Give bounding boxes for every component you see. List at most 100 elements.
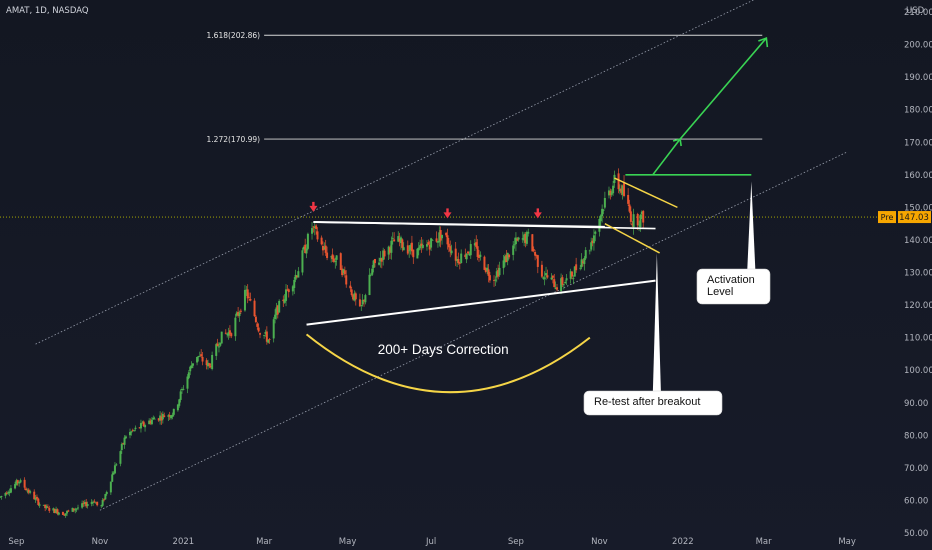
candle-body xyxy=(112,472,115,475)
candle-body xyxy=(486,267,489,271)
candle-body xyxy=(508,254,511,258)
retest-callout-pointer xyxy=(652,252,661,391)
correction-arc xyxy=(305,333,591,394)
channel-lower-line xyxy=(99,151,848,511)
candle-body xyxy=(505,255,508,263)
candle-body xyxy=(0,496,1,498)
candle-body xyxy=(220,331,223,344)
candle-body xyxy=(141,422,144,424)
candle-body xyxy=(123,437,126,445)
candle-body xyxy=(23,479,26,488)
candle-body xyxy=(545,273,548,276)
projection-arrow-1 xyxy=(652,138,681,176)
y-tick-label: 90.00 xyxy=(904,399,928,409)
candle-body xyxy=(200,354,203,357)
candle-body xyxy=(420,243,423,246)
retest-callout-text: Re-test after breakout xyxy=(594,396,700,408)
resistance-line-ext xyxy=(313,221,656,230)
candle-body xyxy=(592,235,595,244)
candle-body xyxy=(369,274,372,276)
x-tick-label: Jul xyxy=(425,537,436,547)
candle-body xyxy=(103,499,106,501)
candle-body xyxy=(569,271,572,279)
sell-marker-stem xyxy=(536,208,540,214)
candle-body xyxy=(291,286,294,292)
candle-body xyxy=(304,244,307,254)
candle-body xyxy=(63,514,66,516)
candle-body xyxy=(45,506,48,509)
candle-body xyxy=(599,215,602,222)
candle-body xyxy=(364,295,367,303)
candle-body xyxy=(354,293,357,300)
candle-body xyxy=(598,218,601,232)
candle-body xyxy=(475,242,478,247)
candle-body xyxy=(636,213,639,226)
candle-body xyxy=(479,254,482,257)
candle-body xyxy=(583,258,586,265)
candle-body xyxy=(565,278,568,281)
candle-body xyxy=(402,247,405,251)
candle-body xyxy=(321,245,324,251)
candle-body xyxy=(26,490,29,492)
candle-body xyxy=(104,494,107,500)
candle-body xyxy=(226,333,229,335)
candle-body xyxy=(27,489,30,493)
chart-title: AMAT, 1D, NASDAQ xyxy=(6,6,89,16)
candle-body xyxy=(323,247,326,250)
candle-body xyxy=(237,311,240,316)
candle-body xyxy=(610,192,613,195)
candle-body xyxy=(575,264,578,271)
candle-body xyxy=(543,277,546,279)
candle-body xyxy=(446,235,449,245)
candle-body xyxy=(353,293,356,301)
candle-body xyxy=(524,234,527,243)
candle-body xyxy=(527,231,530,234)
candle-body xyxy=(278,300,281,313)
candle-body xyxy=(484,268,487,272)
x-tick-label: Mar xyxy=(756,537,773,547)
candle-body xyxy=(171,414,174,417)
candle-body xyxy=(179,391,182,400)
candle-body xyxy=(417,247,420,251)
candle-body xyxy=(382,250,385,260)
candle-body xyxy=(56,509,59,514)
candle-body xyxy=(133,429,136,431)
candle-body xyxy=(274,314,277,319)
candle-body xyxy=(305,248,308,254)
trend-channel xyxy=(0,0,895,511)
candle-body xyxy=(584,250,587,259)
y-tick-label: 100.00 xyxy=(904,366,932,376)
candle-body xyxy=(201,356,204,362)
candle-body xyxy=(82,503,85,505)
candle-body xyxy=(428,245,431,250)
candle-body xyxy=(37,498,40,506)
candle-body xyxy=(620,188,623,193)
candle-body xyxy=(483,256,486,270)
candle-body xyxy=(562,284,565,286)
candle-body xyxy=(9,488,12,493)
x-axis: Sep Nov 2021 Mar May Jul Sep Nov 2022 Mar May xyxy=(8,537,855,547)
sell-marker-icon xyxy=(443,212,452,219)
candle-body xyxy=(196,356,199,363)
candle-body xyxy=(161,413,164,420)
projection-arrow-2 xyxy=(679,37,767,140)
flag-lower-line xyxy=(604,222,660,254)
candle-body xyxy=(554,287,557,290)
candle-body xyxy=(46,506,49,508)
candle-body xyxy=(191,363,194,366)
candle-body xyxy=(93,501,96,503)
candle-body xyxy=(456,258,459,262)
sell-marker-icon xyxy=(309,205,318,212)
candle-body xyxy=(430,238,433,248)
x-tick-label: Nov xyxy=(591,537,608,547)
candle-body xyxy=(90,501,93,504)
x-tick-label: Sep xyxy=(8,537,24,547)
candle-body xyxy=(494,279,497,281)
candle-body xyxy=(495,271,498,278)
candle-body xyxy=(573,266,576,277)
candle-body xyxy=(29,491,32,493)
candle-body xyxy=(449,246,452,252)
candle-body xyxy=(473,243,476,246)
